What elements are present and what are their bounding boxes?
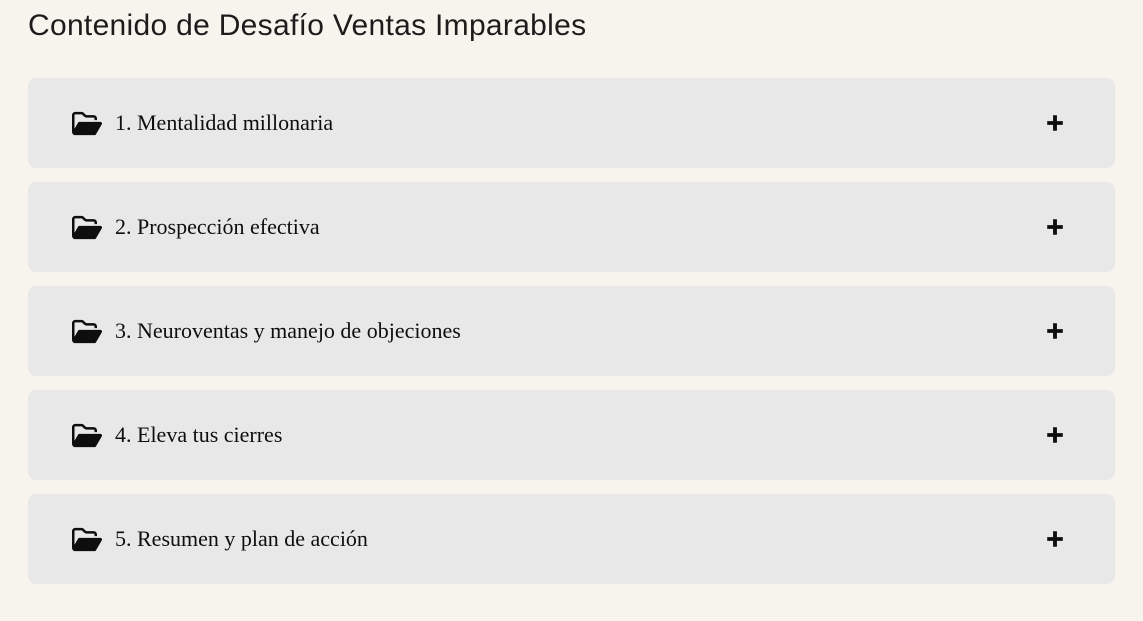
section-title: 2. Prospección efectiva	[115, 214, 320, 239]
course-content-accordion: 1. Mentalidad millonaria 2. Prospección …	[28, 78, 1115, 584]
page-title: Contenido de Desafío Ventas Imparables	[28, 9, 587, 42]
accordion-section-row[interactable]: 4. Eleva tus cierres	[28, 390, 1115, 480]
accordion-section-row[interactable]: 1. Mentalidad millonaria	[28, 78, 1115, 168]
folder-open-icon	[72, 318, 102, 345]
section-title: 3. Neuroventas y manejo de objeciones	[115, 318, 461, 343]
accordion-section-row[interactable]: 2. Prospección efectiva	[28, 182, 1115, 272]
folder-open-icon	[72, 110, 102, 137]
expand-plus-icon[interactable]	[1044, 528, 1066, 550]
expand-plus-icon[interactable]	[1044, 216, 1066, 238]
expand-plus-icon[interactable]	[1044, 320, 1066, 342]
section-title: 4. Eleva tus cierres	[115, 422, 283, 447]
accordion-section-row[interactable]: 5. Resumen y plan de acción	[28, 494, 1115, 584]
folder-open-icon	[72, 422, 102, 449]
folder-open-icon	[72, 214, 102, 241]
folder-open-icon	[72, 526, 102, 553]
section-title: 5. Resumen y plan de acción	[115, 526, 368, 551]
accordion-section-row[interactable]: 3. Neuroventas y manejo de objeciones	[28, 286, 1115, 376]
section-title: 1. Mentalidad millonaria	[115, 110, 334, 135]
expand-plus-icon[interactable]	[1044, 424, 1066, 446]
expand-plus-icon[interactable]	[1044, 112, 1066, 134]
